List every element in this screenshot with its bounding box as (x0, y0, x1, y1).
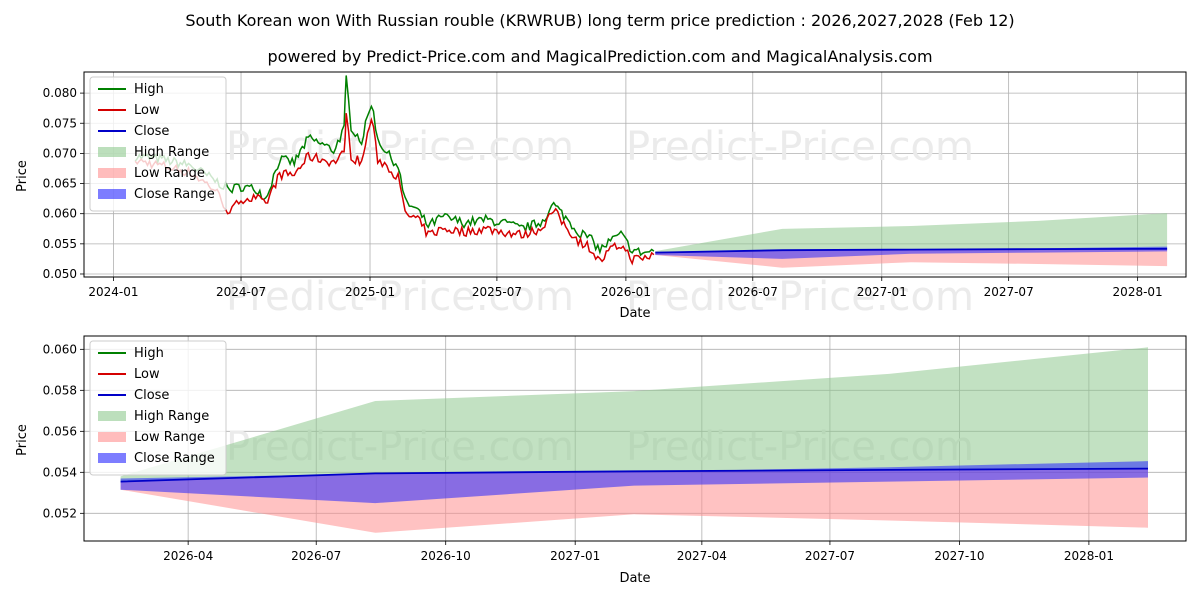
top-x-tick-label: 2026-07 (728, 285, 778, 299)
top-x-tick-label: 2025-07 (472, 285, 522, 299)
top-legend-label: Low (134, 103, 160, 118)
top-y-tick-label: 0.065 (43, 177, 77, 191)
bottom-legend-label: Close (134, 388, 169, 403)
top-plot-border (83, 71, 1187, 278)
bottom-y-tick-label: 0.058 (43, 383, 77, 397)
bottom-legend-swatch (98, 411, 126, 421)
bottom-x-tick-label: 2027-01 (550, 549, 600, 563)
bottom-y-tick-label: 0.052 (43, 506, 77, 520)
chart-title-line2: powered by Predict-Price.com and Magical… (267, 47, 932, 66)
watermark-text: Predict-Price.com (626, 274, 974, 320)
bottom-x-tick-label: 2027-07 (805, 549, 855, 563)
top-legend: High Low Close High Range Low Range Close Ran… (89, 76, 227, 212)
bottom-y-tick-label: 0.056 (43, 424, 77, 438)
bottom-y-tick-label: 0.060 (43, 342, 77, 356)
chart-title-line1: South Korean won With Russian rouble (KR… (185, 11, 1014, 30)
top-panel: Predict-Price.com Predict-Price.com Pred… (15, 71, 1187, 321)
top-legend-label: Close Range (134, 187, 215, 202)
top-y-tick-label: 0.070 (43, 146, 77, 160)
bottom-x-tick-label: 2026-04 (163, 549, 213, 563)
top-x-tick-label: 2027-01 (857, 285, 907, 299)
bottom-x-axis-label: Date (619, 571, 650, 586)
top-x-tick-label: 2027-07 (984, 285, 1034, 299)
bottom-panel: Predict-Price.com Predict-Price.com 2026… (15, 335, 1187, 586)
top-high-range-band (655, 213, 1168, 253)
top-watermark: Predict-Price.com Predict-Price.com Pred… (226, 124, 974, 320)
bottom-y-axis-label: Price (15, 424, 30, 456)
top-legend-label: Low Range (134, 166, 205, 181)
top-legend-swatch (98, 189, 126, 199)
bottom-plot-border (83, 335, 1187, 542)
bottom-x-tick-label: 2027-04 (677, 549, 727, 563)
top-legend-label: High Range (134, 145, 209, 160)
bottom-x-tick-label: 2026-10 (421, 549, 471, 563)
bottom-x-tick-label: 2027-10 (934, 549, 984, 563)
bottom-legend-label: High (134, 346, 164, 361)
bottom-close-forecast-line (120, 467, 1149, 483)
watermark-text: Predict-Price.com (226, 274, 574, 320)
top-x-tick-label: 2024-07 (216, 285, 266, 299)
top-x-tick-label: 2025-01 (345, 285, 395, 299)
bottom-legend-label: Low (134, 367, 160, 382)
top-legend-swatch (98, 168, 126, 178)
bottom-legend-swatch (98, 432, 126, 442)
watermark-text: Predict-Price.com (626, 124, 974, 170)
bottom-legend-label: Low Range (134, 430, 205, 445)
top-x-axis-label: Date (619, 306, 650, 321)
bottom-x-tick-label: 2026-07 (291, 549, 341, 563)
bottom-legend-swatch (98, 453, 126, 463)
bottom-legend-label: Close Range (134, 451, 215, 466)
top-y-tick-label: 0.050 (43, 267, 77, 281)
watermark-text: Predict-Price.com (226, 124, 574, 170)
bottom-legend: High Low Close High Range Low Range Close Ran… (89, 340, 227, 476)
bottom-legend-label: High Range (134, 409, 209, 424)
top-y-tick-label: 0.055 (43, 237, 77, 251)
bottom-high-range-band (120, 347, 1149, 482)
top-x-tick-label: 2028-01 (1113, 285, 1163, 299)
top-x-tick-label: 2026-01 (601, 285, 651, 299)
top-legend-label: Close (134, 124, 169, 139)
top-close-forecast-line (655, 247, 1168, 254)
bottom-y-tick-label: 0.054 (43, 465, 77, 479)
top-legend-label: High (134, 82, 164, 97)
top-y-tick-label: 0.075 (43, 116, 77, 130)
bottom-close-range-band (120, 461, 1149, 504)
top-legend-swatch (98, 147, 126, 157)
top-y-tick-label: 0.060 (43, 207, 77, 221)
top-y-axis-label: Price (15, 160, 30, 192)
top-y-tick-label: 0.080 (43, 86, 77, 100)
top-x-tick-label: 2024-01 (88, 285, 138, 299)
bottom-x-tick-label: 2028-01 (1064, 549, 1114, 563)
